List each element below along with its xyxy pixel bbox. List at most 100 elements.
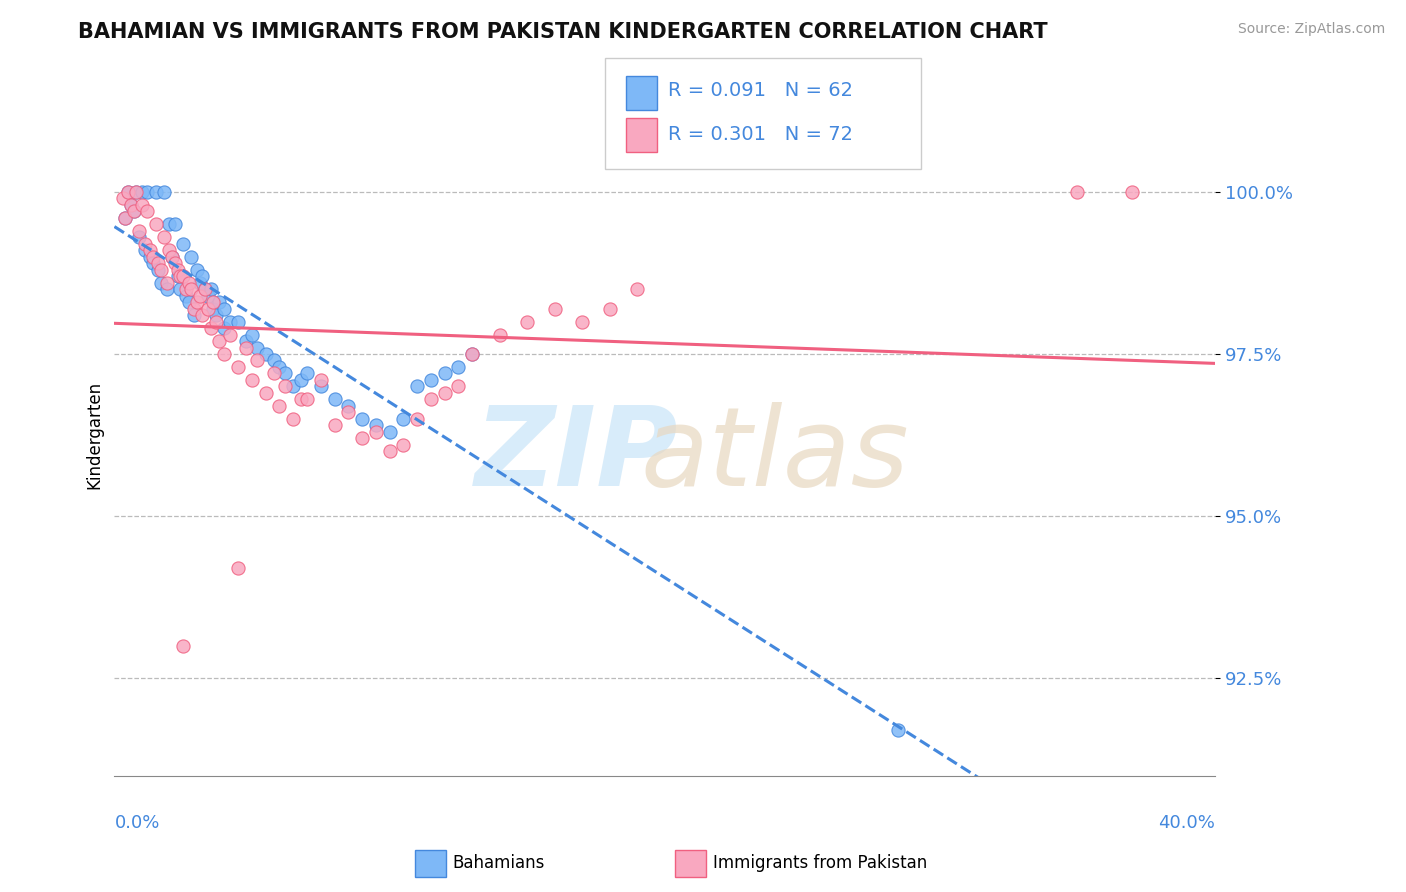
Point <box>197 288 219 302</box>
Point <box>240 327 263 342</box>
Point <box>214 347 236 361</box>
Point <box>131 198 153 212</box>
Point <box>148 262 170 277</box>
Point <box>392 438 415 452</box>
Point <box>488 327 510 342</box>
Point <box>156 276 179 290</box>
Point <box>194 282 217 296</box>
Text: BAHAMIAN VS IMMIGRANTS FROM PAKISTAN KINDERGARTEN CORRELATION CHART: BAHAMIAN VS IMMIGRANTS FROM PAKISTAN KIN… <box>77 22 1047 42</box>
Point <box>246 353 269 368</box>
Point <box>163 217 186 231</box>
Point <box>309 373 332 387</box>
Point <box>208 295 231 310</box>
Point <box>516 315 538 329</box>
Point <box>269 399 291 413</box>
Point <box>136 185 159 199</box>
Text: ZIP: ZIP <box>475 402 678 509</box>
Point <box>183 308 205 322</box>
Point <box>419 392 441 407</box>
Point <box>205 315 228 329</box>
Point <box>174 282 197 296</box>
Y-axis label: Kindergarten: Kindergarten <box>86 381 103 489</box>
Point <box>364 425 387 439</box>
Point <box>226 315 249 329</box>
Point <box>219 327 242 342</box>
Point <box>274 379 297 393</box>
Point <box>219 315 242 329</box>
Point <box>290 373 312 387</box>
Point <box>111 191 134 205</box>
Point <box>200 321 222 335</box>
Point <box>364 418 387 433</box>
Point <box>172 236 194 251</box>
Point <box>134 236 156 251</box>
Point <box>169 282 191 296</box>
Text: Immigrants from Pakistan: Immigrants from Pakistan <box>713 855 927 872</box>
Point <box>183 301 205 316</box>
Point <box>160 250 183 264</box>
Text: 40.0%: 40.0% <box>1159 814 1215 832</box>
Text: R = 0.091   N = 62: R = 0.091 N = 62 <box>668 81 853 101</box>
Point <box>166 262 188 277</box>
Point <box>180 250 202 264</box>
Text: Bahamians: Bahamians <box>453 855 546 872</box>
Point <box>163 256 186 270</box>
Point <box>269 359 291 374</box>
Point <box>122 204 145 219</box>
Point <box>309 379 332 393</box>
Point <box>226 561 249 575</box>
Point <box>246 341 269 355</box>
Point <box>208 334 231 348</box>
Point <box>200 282 222 296</box>
Point <box>197 301 219 316</box>
Point <box>350 412 373 426</box>
Point <box>240 373 263 387</box>
Point <box>350 431 373 445</box>
Point <box>337 399 360 413</box>
Point <box>1066 185 1088 199</box>
Point <box>117 185 139 199</box>
Text: Source: ZipAtlas.com: Source: ZipAtlas.com <box>1237 22 1385 37</box>
Point <box>447 359 470 374</box>
Point <box>191 308 214 322</box>
Point <box>166 269 188 284</box>
Point <box>887 723 910 738</box>
Point <box>254 385 277 400</box>
Point <box>114 211 136 225</box>
Point <box>419 373 441 387</box>
Point <box>160 250 183 264</box>
Point <box>150 262 173 277</box>
Point <box>145 217 167 231</box>
Point <box>447 379 470 393</box>
Point <box>186 295 208 310</box>
Point <box>142 256 165 270</box>
Point <box>128 224 150 238</box>
Point <box>406 412 429 426</box>
Point <box>159 244 181 258</box>
Point <box>125 185 148 199</box>
Point <box>461 347 484 361</box>
Point <box>205 308 228 322</box>
Point <box>148 256 170 270</box>
Point <box>1121 185 1143 199</box>
Point <box>156 282 179 296</box>
Point <box>134 244 156 258</box>
Point <box>139 244 162 258</box>
Point <box>114 211 136 225</box>
Point <box>139 250 162 264</box>
Point <box>295 367 318 381</box>
Point <box>274 367 297 381</box>
Point <box>571 315 593 329</box>
Point <box>131 185 153 199</box>
Point <box>226 359 249 374</box>
Point <box>626 282 648 296</box>
Point <box>177 276 200 290</box>
Point <box>177 295 200 310</box>
Point <box>378 444 401 458</box>
Point <box>145 185 167 199</box>
Point <box>323 392 346 407</box>
Point <box>153 185 176 199</box>
Point <box>543 301 565 316</box>
Point <box>122 204 145 219</box>
Point <box>142 250 165 264</box>
